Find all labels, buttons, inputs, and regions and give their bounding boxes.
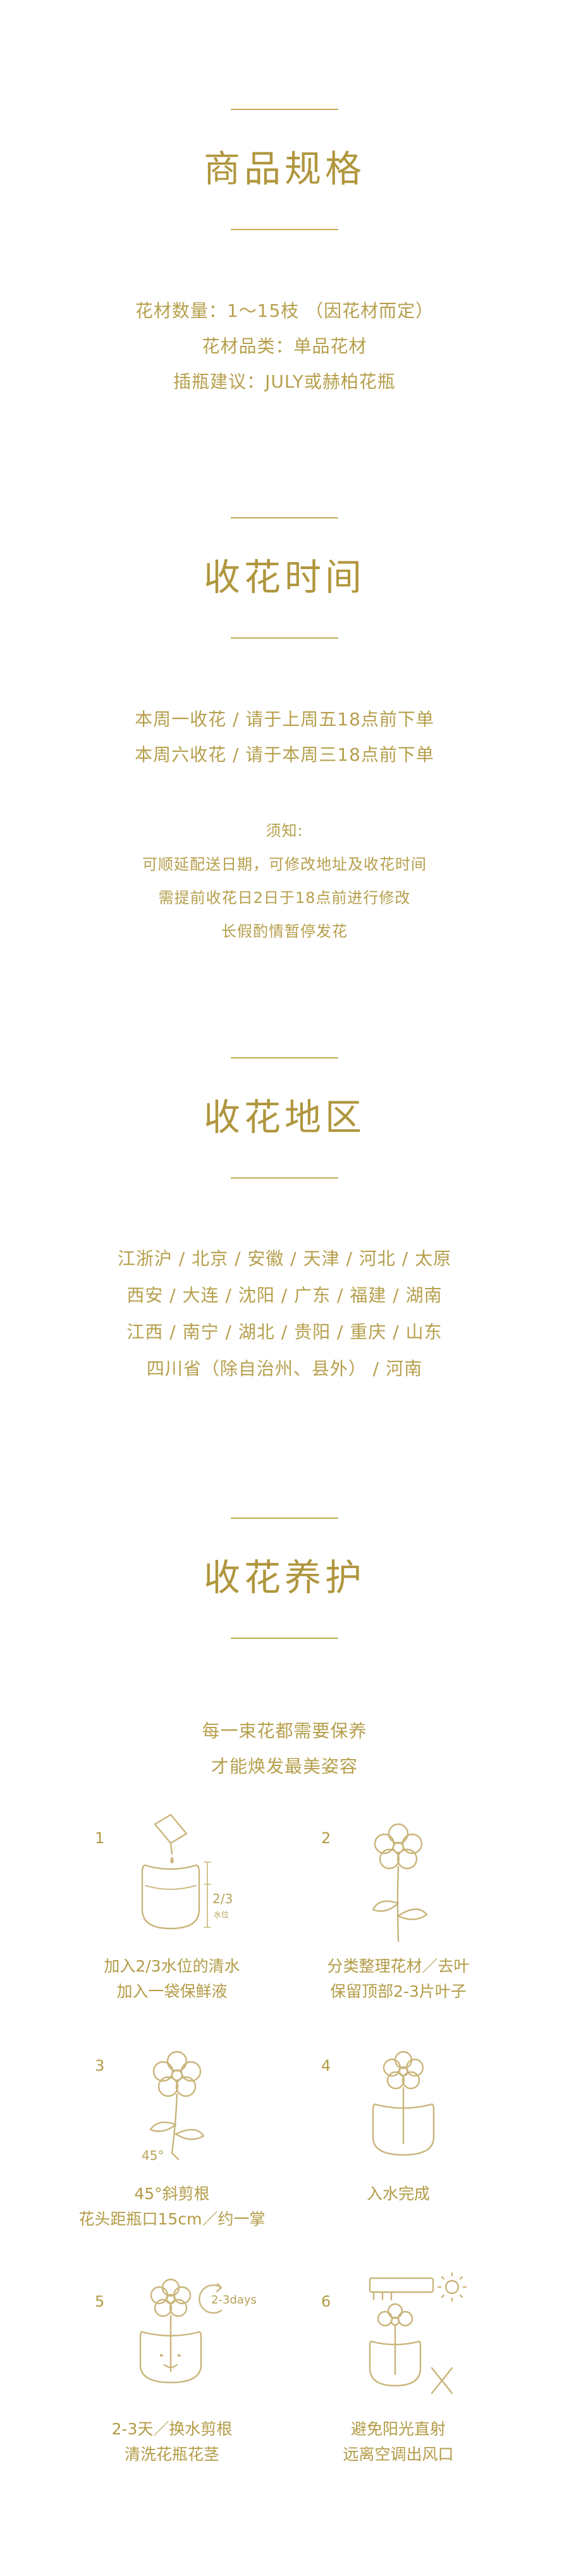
care-step-2: 分类整理花材／去叶 保留顶部2-3片叶子 (284, 1954, 512, 2004)
divider (231, 517, 338, 518)
care-title: 收花养护 (203, 1556, 365, 1599)
step-caption: 避免阳光直射 (350, 2420, 446, 2438)
step-mark: 2-3days (211, 2293, 257, 2307)
divider (231, 1177, 338, 1179)
notice-line: 需提前收花日2日于18点前进行修改 (158, 889, 411, 907)
region-line: 江浙沪 / 北京 / 安徽 / 天津 / 河北 / 太原 (117, 1248, 452, 1269)
spec-section: 商品规格 花材数量：1～15枝 （因花材而定） 花材品类：单品花材 插瓶建议：J… (0, 109, 569, 400)
spec-line: 插瓶建议：JULY或赫柏花瓶 (173, 371, 396, 392)
divider (231, 109, 338, 110)
step-number: 2 (321, 1829, 331, 1847)
care-step-3: 45°斜剪根 花头距瓶口15cm／约一掌 (58, 2181, 286, 2232)
spec-lines: 花材数量：1～15枝 （因花材而定） 花材品类：单品花材 插瓶建议：JULY或赫… (0, 293, 569, 400)
spec-title: 商品规格 (203, 147, 365, 190)
spec-line: 花材数量：1～15枝 （因花材而定） (135, 300, 434, 321)
step-number: 1 (95, 1829, 105, 1847)
time-lines: 本周一收花 / 请于上周五18点前下单 本周六收花 / 请于本周三18点前下单 (0, 702, 569, 773)
flower-vase-icon (372, 2051, 435, 2156)
divider (231, 637, 338, 639)
notice-line: 长假酌情暂停发花 (221, 923, 348, 940)
notice-line: 须知: (266, 822, 303, 840)
region-section: 收花地区 江浙沪 / 北京 / 安徽 / 天津 / 河北 / 太原 西安 / 大… (0, 1057, 569, 1387)
step-caption: 加入一袋保鲜液 (116, 1982, 228, 2001)
water-bottle-icon: 2/3 水位 (141, 1813, 233, 1930)
step-number: 5 (95, 2293, 105, 2310)
step-caption: 保留顶部2-3片叶子 (330, 1982, 467, 2001)
step-caption: 清洗花瓶花茎 (124, 2445, 219, 2463)
step-number: 6 (321, 2293, 331, 2310)
step-mark: 2/3 (212, 1891, 233, 1906)
divider (231, 229, 338, 230)
flower-leaves-icon (372, 1823, 428, 1942)
step-caption: 加入2/3水位的清水 (104, 1957, 240, 1975)
care-intro: 每一束花都需要保养 才能焕发最美姿容 (0, 1714, 569, 1784)
intro-line: 才能焕发最美姿容 (211, 1756, 358, 1777)
divider (231, 1057, 338, 1058)
notice-line: 可顺延配送日期，可修改地址及收花时间 (142, 856, 427, 873)
step-mark: 水位 (214, 1910, 229, 1919)
time-title: 收花时间 (203, 556, 365, 599)
step-caption: 45°斜剪根 (134, 2185, 210, 2203)
step-caption: 分类整理花材／去叶 (327, 1957, 470, 1975)
region-line: 西安 / 大连 / 沈阳 / 广东 / 福建 / 湖南 (126, 1285, 443, 1306)
flower-cut-icon: 45° (142, 2051, 205, 2163)
time-line: 本周一收花 / 请于上周五18点前下单 (135, 709, 434, 730)
time-notice: 须知: 可顺延配送日期，可修改地址及收花时间 需提前收花日2日于18点前进行修改… (0, 814, 569, 948)
step-caption: 花头距瓶口15cm／约一掌 (78, 2210, 266, 2228)
step-number: 3 (95, 2057, 105, 2075)
region-line: 四川省（除自治州、县外） / 河南 (146, 1358, 423, 1379)
intro-line: 每一束花都需要保养 (202, 1720, 367, 1741)
flower-vase-refresh-icon: 2-3days (139, 2278, 257, 2384)
care-step-4: 入水完成 (284, 2181, 512, 2207)
divider (231, 1518, 338, 1519)
divider (231, 1638, 338, 1639)
step-caption: 入水完成 (366, 2185, 430, 2203)
region-title: 收花地区 (203, 1096, 365, 1139)
vase-sun-ac-icon (369, 2272, 467, 2395)
time-section: 收花时间 本周一收花 / 请于上周五18点前下单 本周六收花 / 请于本周三18… (0, 517, 569, 948)
step-caption: 远离空调出风口 (343, 2445, 454, 2463)
region-line: 江西 / 南宁 / 湖北 / 贵阳 / 重庆 / 山东 (126, 1322, 443, 1342)
care-step-1: 加入2/3水位的清水 加入一袋保鲜液 (58, 1954, 286, 2004)
care-step-5: 2-3天／换水剪根 清洗花瓶花茎 (58, 2417, 286, 2467)
care-step-6: 避免阳光直射 远离空调出风口 (284, 2417, 512, 2467)
step-caption: 2-3天／换水剪根 (111, 2420, 233, 2438)
region-lines: 江浙沪 / 北京 / 安徽 / 天津 / 河北 / 太原 西安 / 大连 / 沈… (0, 1241, 569, 1387)
time-line: 本周六收花 / 请于本周三18点前下单 (135, 744, 434, 765)
spec-line: 花材品类：单品花材 (202, 336, 367, 357)
care-section: 收花养护 每一束花都需要保养 才能焕发最美姿容 (0, 1518, 569, 1784)
step-mark: 45° (142, 2148, 164, 2163)
step-number: 4 (321, 2057, 331, 2075)
